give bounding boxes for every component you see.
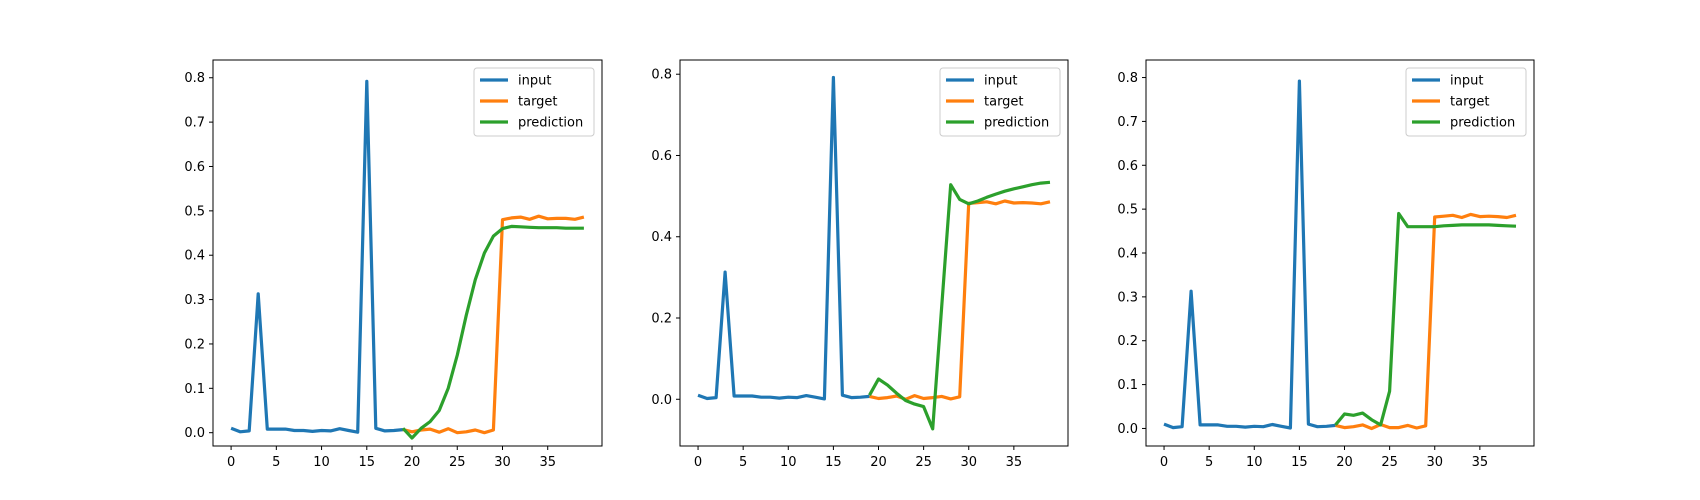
legend-label-input: input bbox=[1450, 74, 1483, 89]
x-tick-label: 0 bbox=[1160, 455, 1168, 470]
series-line-input bbox=[1163, 79, 1336, 430]
y-tick-label: 0.0 bbox=[1117, 422, 1138, 437]
y-tick-label: 0.5 bbox=[1117, 203, 1138, 218]
y-tick-label: 0.8 bbox=[651, 68, 672, 83]
legend-box bbox=[473, 67, 595, 137]
x-tick-label: 30 bbox=[494, 455, 511, 470]
x-tick-label: 20 bbox=[870, 455, 887, 470]
x-tick-label: 20 bbox=[1336, 455, 1353, 470]
x-tick-label: 5 bbox=[272, 455, 280, 470]
y-tick-label: 0.3 bbox=[1117, 290, 1138, 305]
y-tick-label: 0.6 bbox=[184, 160, 205, 175]
x-tick-label: 10 bbox=[1246, 455, 1263, 470]
y-tick-label: 0.2 bbox=[651, 312, 672, 327]
y-tick-label: 0.6 bbox=[651, 149, 672, 164]
series-line-input bbox=[697, 75, 870, 401]
x-tick-label: 0 bbox=[694, 455, 702, 470]
x-tick-label: 25 bbox=[1381, 455, 1398, 470]
x-tick-label: 35 bbox=[1472, 455, 1489, 470]
y-tick-label: 0.7 bbox=[184, 116, 205, 131]
legend-label-prediction: prediction bbox=[1450, 116, 1515, 131]
x-tick-label: 10 bbox=[780, 455, 797, 470]
x-tick-label: 25 bbox=[449, 455, 466, 470]
legend-label-target: target bbox=[518, 95, 558, 110]
series-line-target bbox=[402, 214, 585, 435]
y-tick-label: 0.8 bbox=[1117, 71, 1138, 86]
x-tick-label: 15 bbox=[1291, 455, 1308, 470]
legend-label-prediction: prediction bbox=[984, 116, 1049, 131]
x-tick-label: 5 bbox=[1205, 455, 1213, 470]
x-tick-label: 30 bbox=[1426, 455, 1443, 470]
legend-label-prediction: prediction bbox=[518, 116, 583, 131]
series-line-prediction bbox=[868, 180, 1051, 431]
legend-label-target: target bbox=[1450, 95, 1490, 110]
legend-box bbox=[1405, 67, 1527, 137]
y-tick-label: 0.1 bbox=[184, 382, 205, 397]
series-line-prediction bbox=[1334, 211, 1517, 427]
y-tick-label: 0.0 bbox=[651, 393, 672, 408]
x-tick-label: 15 bbox=[359, 455, 376, 470]
x-tick-label: 25 bbox=[915, 455, 932, 470]
x-tick-label: 35 bbox=[539, 455, 556, 470]
x-tick-label: 5 bbox=[739, 455, 747, 470]
legend: input target prediction bbox=[1405, 67, 1527, 137]
series-line-prediction bbox=[401, 224, 584, 440]
chart-3: 0 5 10 15 20 25 30 35 0.0 0.1 0.2 0.3 0.4 0.5 0.6 0.7 0.… bbox=[1117, 59, 1535, 470]
legend: input target prediction bbox=[939, 67, 1061, 137]
y-tick-label: 0.7 bbox=[1117, 115, 1138, 130]
y-tick-label: 0.1 bbox=[1117, 378, 1138, 393]
y-tick-label: 0.2 bbox=[1117, 334, 1138, 349]
series-line-target bbox=[1335, 212, 1517, 431]
series-line-input bbox=[230, 79, 404, 434]
x-tick-label: 30 bbox=[960, 455, 977, 470]
x-tick-label: 10 bbox=[313, 455, 330, 470]
y-tick-label: 0.0 bbox=[184, 426, 205, 441]
series-line-target bbox=[869, 199, 1051, 401]
y-tick-label: 0.5 bbox=[184, 204, 205, 219]
x-tick-label: 20 bbox=[404, 455, 421, 470]
legend-label-target: target bbox=[984, 95, 1024, 110]
legend-label-input: input bbox=[518, 74, 551, 89]
legend: input target prediction bbox=[473, 67, 595, 137]
y-tick-label: 0.4 bbox=[184, 249, 205, 264]
legend-label-input: input bbox=[984, 74, 1017, 89]
x-tick-label: 0 bbox=[227, 455, 235, 470]
x-tick-label: 15 bbox=[825, 455, 842, 470]
y-tick-label: 0.3 bbox=[184, 293, 205, 308]
x-tick-label: 35 bbox=[1006, 455, 1023, 470]
legend-box bbox=[939, 67, 1061, 137]
chart-1: 0 5 10 15 20 25 30 35 0.0 0.1 0.2 0.3 0.4 0.5 0.6 0.7 0.… bbox=[184, 59, 603, 470]
y-tick-label: 0.2 bbox=[184, 337, 205, 352]
y-tick-label: 0.8 bbox=[184, 71, 205, 86]
plot-frame bbox=[679, 59, 1069, 447]
plot-frame bbox=[212, 59, 603, 447]
y-tick-label: 0.4 bbox=[1117, 247, 1138, 262]
y-tick-label: 0.4 bbox=[651, 230, 672, 245]
y-tick-label: 0.6 bbox=[1117, 159, 1138, 174]
chart-2: 0 5 10 15 20 25 30 35 0.0 0.2 0.4 0.6 0.8 input target… bbox=[651, 59, 1069, 470]
